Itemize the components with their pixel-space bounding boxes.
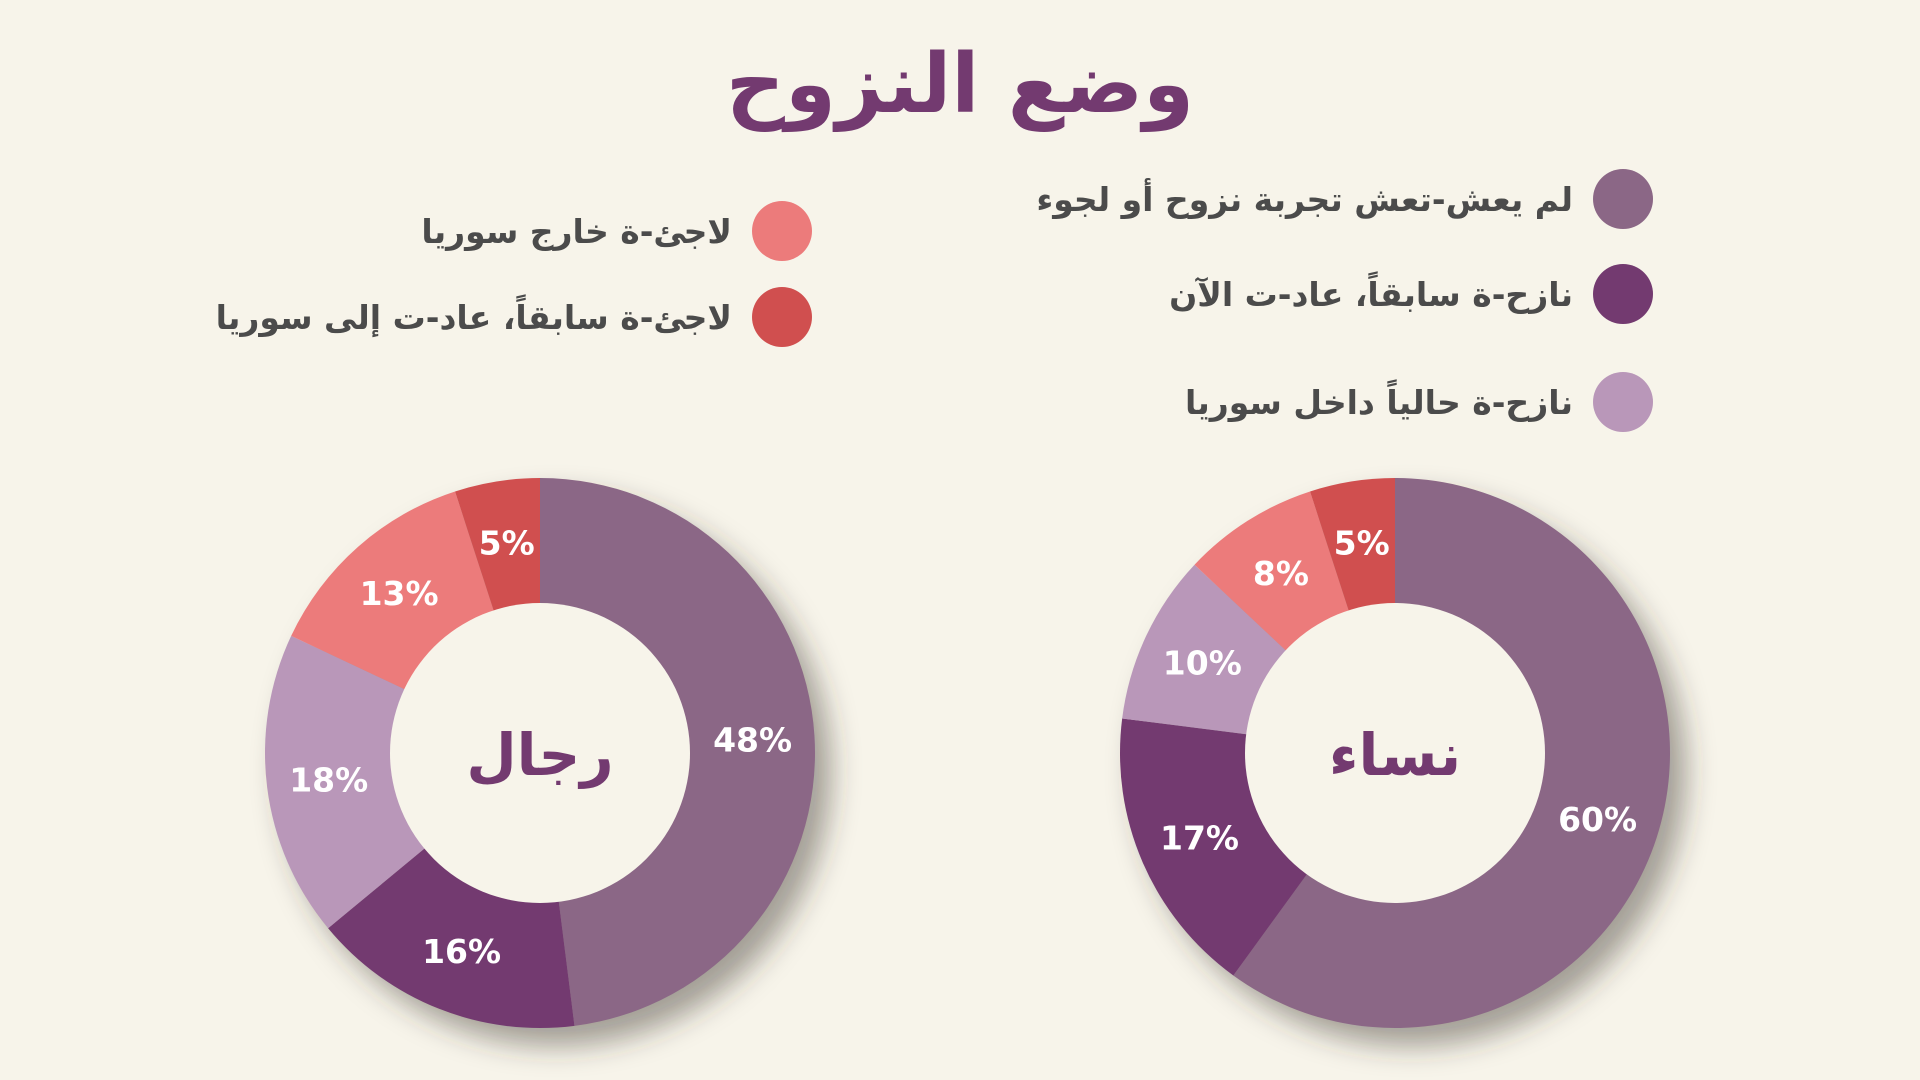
legend-item-former-refugee-returned: لاجئ-ة سابقاً، عاد-ت إلى سوريا [216,285,812,349]
slice-percent-label: 8% [1253,554,1309,593]
legend-label: نازح-ة حالياً داخل سوريا [1184,382,1573,422]
legend-label: لاجئ-ة خارج سوريا [421,211,732,251]
slice-percent-label: 13% [360,574,439,613]
legend-label: نازح-ة سابقاً، عاد-ت الآن [1169,274,1573,314]
page-title: وضع النزوح [725,37,1195,132]
legend-item-formerly-displaced-returned: نازح-ة سابقاً، عاد-ت الآن [1169,262,1653,326]
legend-item-currently-displaced: نازح-ة حالياً داخل سوريا [1185,370,1653,434]
legend-item-never-displaced: لم يعش-تعش تجربة نزوح أو لجوء [1036,167,1653,231]
legend-swatch-icon [1593,169,1653,229]
legend-label: لاجئ-ة سابقاً، عاد-ت إلى سوريا [215,297,732,337]
legend-swatch-icon [1593,372,1653,432]
slice-percent-label: 5% [1334,524,1390,563]
slice-percent-label: 18% [289,761,368,800]
legend-swatch-icon [752,201,812,261]
legend-label: لم يعش-تعش تجربة نزوح أو لجوء [1036,179,1573,219]
donut-hole [1245,603,1545,903]
slice-percent-label: 17% [1160,819,1239,858]
donut-center-title: نساء [1329,721,1461,789]
slice-percent-label: 48% [713,721,792,760]
legend-swatch-icon [752,287,812,347]
legend-item-refugee-abroad: لاجئ-ة خارج سوريا [421,199,812,263]
donut-hole [390,603,690,903]
donut-center-title: رجال [466,721,613,789]
slice-percent-label: 60% [1558,800,1637,839]
legend-swatch-icon [1593,264,1653,324]
slice-percent-label: 10% [1163,643,1242,682]
slice-percent-label: 16% [422,932,501,971]
slice-percent-label: 5% [479,524,535,563]
